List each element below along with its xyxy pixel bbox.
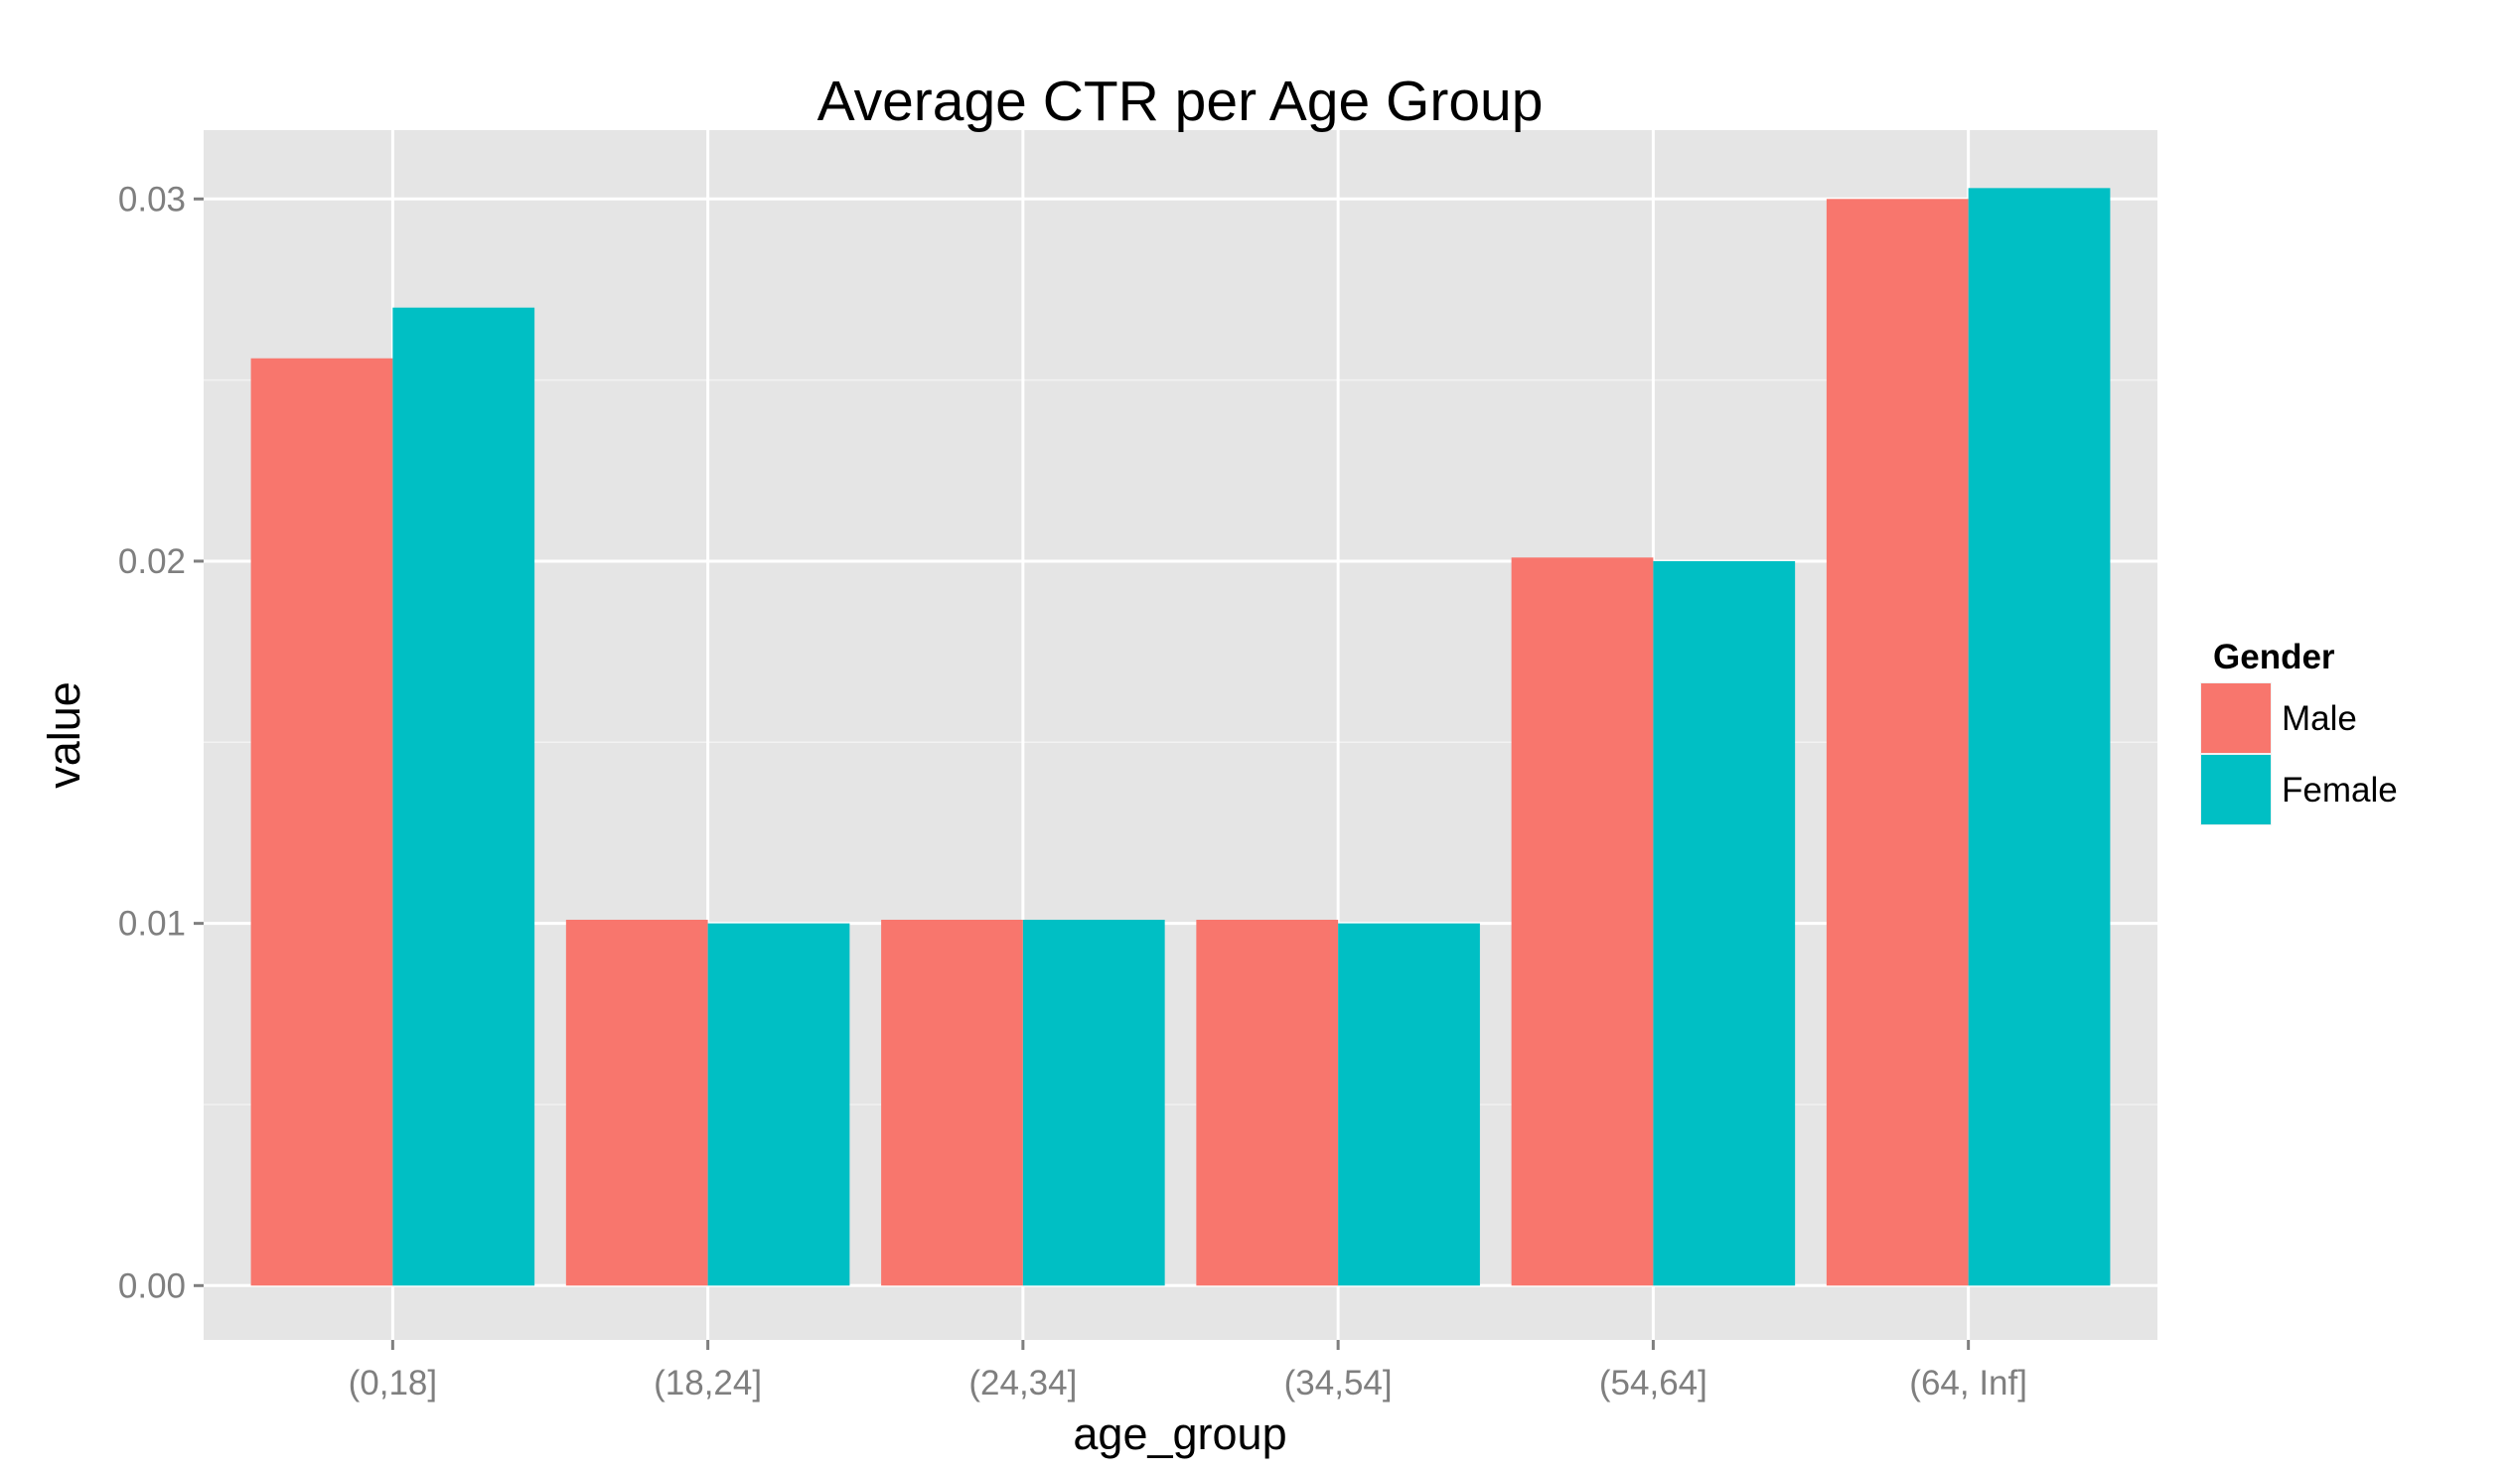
x-tick-label: (54,64]	[1599, 1364, 1707, 1403]
bar-male-4	[1196, 919, 1339, 1286]
legend-label-female: Female	[2282, 771, 2398, 810]
bar-male-5	[1511, 557, 1654, 1286]
x-axis-title: age_group	[1073, 1408, 1286, 1459]
x-tick-label: (34,54]	[1284, 1364, 1393, 1403]
bar-male-1	[250, 358, 393, 1286]
bar-male-2	[565, 919, 708, 1286]
chart-title: Average CTR per Age Group	[817, 70, 1544, 133]
bar-female-3	[1022, 919, 1165, 1286]
legend-title: Gender	[2213, 638, 2335, 676]
x-tick-label: (24,34]	[968, 1364, 1077, 1403]
bar-male-3	[881, 919, 1023, 1286]
legend-key-male	[2201, 683, 2271, 753]
y-axis: 0.00 0.01 0.02 0.03	[118, 180, 204, 1305]
bar-female-4	[1338, 923, 1480, 1286]
bar-female-1	[392, 307, 535, 1286]
legend-label-male: Male	[2282, 699, 2357, 738]
x-tick-label: (18,24]	[654, 1364, 762, 1403]
y-tick-label: 0.03	[118, 180, 186, 219]
y-tick-label: 0.01	[118, 905, 186, 944]
bar-series	[250, 188, 2111, 1286]
legend: Gender Male Female	[2200, 638, 2398, 825]
bar-female-2	[707, 923, 850, 1286]
x-tick-label: (0,18]	[349, 1364, 438, 1403]
y-axis-title: value	[39, 681, 89, 789]
y-tick-label: 0.00	[118, 1266, 186, 1305]
x-tick-label: (64, Inf]	[1909, 1364, 2027, 1403]
bar-female-5	[1653, 560, 1796, 1286]
x-axis: (0,18] (18,24] (24,34] (34,54] (54,64] (64, I…	[349, 1340, 2027, 1403]
bar-female-6	[1968, 188, 2111, 1286]
legend-key-female	[2201, 755, 2271, 824]
bar-male-6	[1826, 199, 1969, 1286]
y-tick-label: 0.02	[118, 542, 186, 581]
